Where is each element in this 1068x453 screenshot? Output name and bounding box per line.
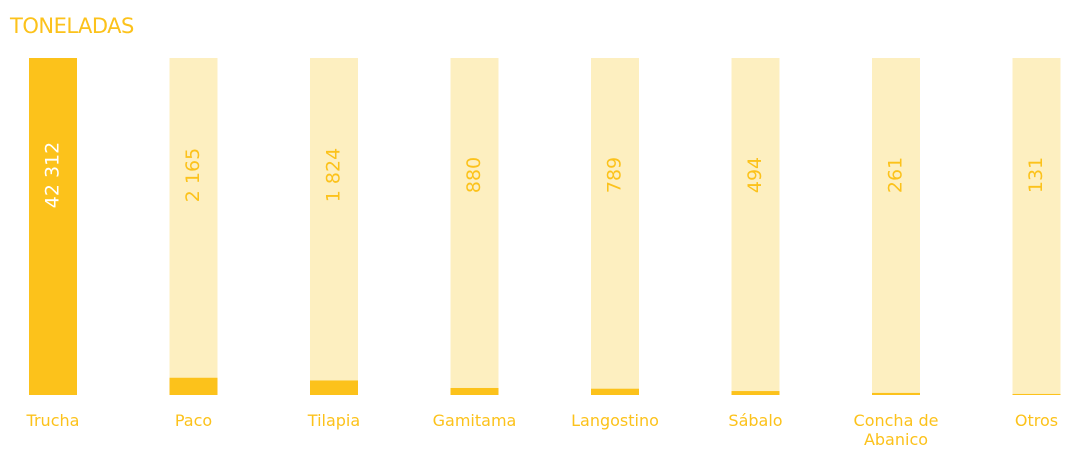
bar-track [872, 58, 920, 395]
bar [1012, 393, 1061, 395]
bar-track [310, 58, 358, 395]
bar [169, 377, 218, 395]
bar-track [731, 58, 780, 395]
category-label: Gamitama [432, 411, 517, 430]
category-label: Langostino [571, 411, 659, 430]
bar [450, 387, 499, 395]
bar [591, 388, 639, 395]
value-label: 494 [744, 157, 766, 193]
value-label: 2 165 [182, 148, 204, 202]
bar-track [169, 58, 218, 395]
category-label: Otros [1014, 411, 1059, 430]
bar [29, 58, 77, 395]
chart-title: TONELADAS [10, 14, 134, 38]
value-label: 42 312 [42, 142, 64, 208]
category-label: Paco [174, 411, 213, 430]
bar-track [1012, 58, 1061, 395]
bar [310, 380, 358, 395]
bar [872, 392, 920, 395]
category-label: Tilapia [307, 411, 361, 430]
bar [731, 391, 780, 395]
value-label: 789 [604, 157, 626, 193]
category-label: Trucha [26, 411, 80, 430]
bar-track [450, 58, 499, 395]
category-label: Sábalo [728, 411, 783, 430]
category-label: Concha de Abanico [853, 411, 939, 449]
value-label: 880 [463, 157, 485, 193]
bar-track [591, 58, 639, 395]
value-label: 1 824 [323, 148, 345, 202]
value-label: 261 [885, 157, 907, 193]
value-label: 131 [1025, 157, 1047, 193]
